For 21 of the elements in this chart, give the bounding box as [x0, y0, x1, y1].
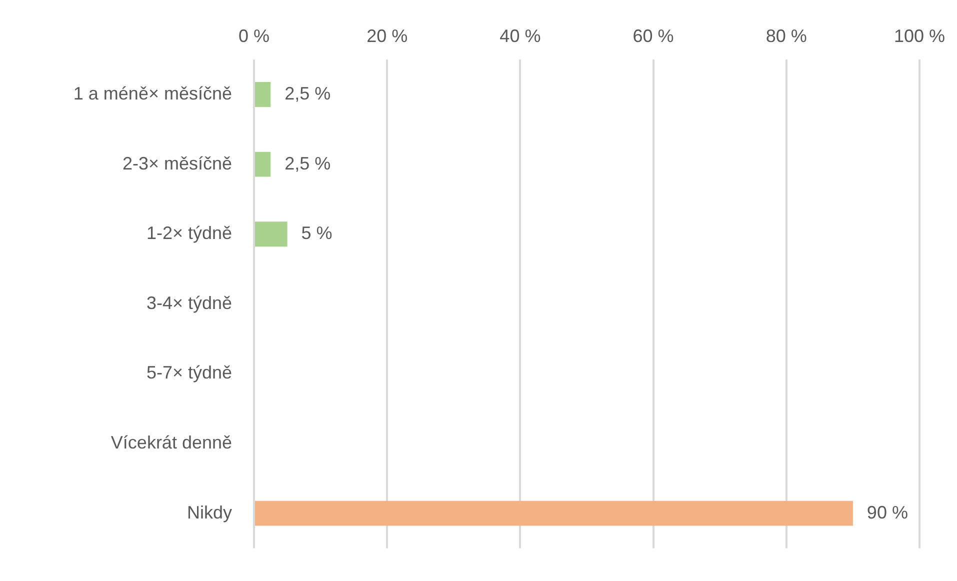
bar [255, 500, 853, 526]
data-label: 2,5 % [284, 83, 331, 104]
data-label: 2,5 % [284, 153, 331, 174]
x-tick-label: 40 % [500, 26, 541, 46]
x-tick-label: 20 % [366, 26, 408, 46]
y-tick-label: 5-7× týdně [146, 362, 232, 383]
bar [255, 222, 288, 247]
y-tick-label: 2-3× měsíčně [122, 153, 232, 174]
x-tick-label: 60 % [632, 26, 674, 46]
y-tick-label: 1-2× týdně [146, 223, 232, 244]
y-tick-label: Vícekrát denně [110, 432, 232, 452]
y-tick-label: Nikdy [186, 502, 232, 522]
data-label: 5 % [301, 223, 332, 244]
x-tick-label: 0 % [238, 26, 270, 46]
x-tick-label: 80 % [766, 26, 807, 46]
data-label: 90 % [866, 502, 908, 522]
y-tick-label: 1 a méně× měsíčně [73, 83, 232, 104]
bar [255, 152, 271, 177]
x-tick-label: 100 % [894, 26, 946, 46]
y-tick-label: 3-4× týdně [146, 292, 232, 313]
bar [255, 82, 271, 107]
